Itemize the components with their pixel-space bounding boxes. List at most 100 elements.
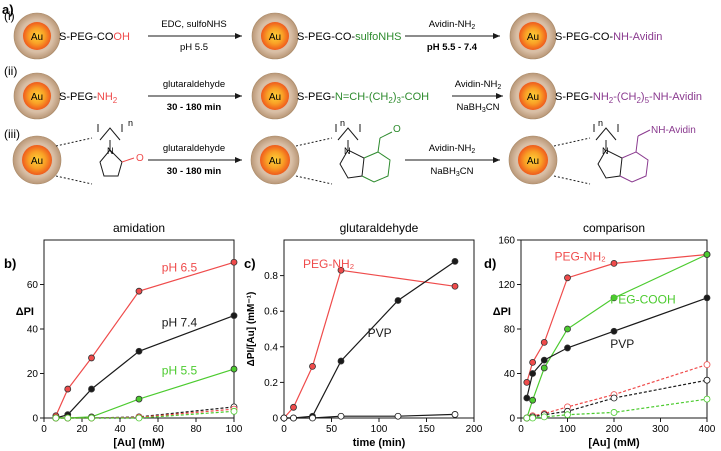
- row-label-ii: (ii): [4, 64, 17, 78]
- y-tick-label: 40: [504, 369, 516, 380]
- condition-step2-i: pH 5.5 - 7.4: [427, 42, 478, 53]
- x-tick-label: 150: [418, 424, 435, 435]
- data-point: [290, 403, 297, 411]
- data-point: [564, 325, 571, 333]
- data-point: [703, 294, 711, 302]
- series-line: [526, 297, 708, 399]
- y-axis-label: ΔPI: [16, 306, 34, 318]
- chart-panel-amidation: b) amidation 0 20 40 60 80 100 0 20 40 60 [Au] (mM) Δ…: [4, 221, 243, 449]
- x-tick-label: 100: [371, 424, 388, 435]
- data-point: [451, 257, 459, 265]
- data-point: [529, 358, 537, 366]
- data-point: [88, 354, 95, 362]
- reagent-step1-ii: glutaraldehyde: [163, 79, 225, 90]
- x-tick-label: 100: [559, 424, 576, 435]
- series-line: [55, 406, 235, 419]
- data-point: [88, 385, 95, 393]
- data-point: [451, 282, 459, 290]
- data-point: [610, 294, 618, 302]
- ligand-end-ii: S-PEG-NH2-(CH2)5-NH-Avidin: [555, 91, 702, 105]
- au-core-label: Au: [269, 92, 281, 103]
- data-point: [230, 407, 238, 415]
- nanoparticle-mid-iii: Au: [250, 135, 300, 185]
- data-point: [610, 259, 618, 267]
- data-point: [309, 414, 316, 422]
- condition-step1-iii: 30 - 180 min: [167, 166, 222, 177]
- panel-label: c): [244, 256, 256, 271]
- y-tick-label: 20: [27, 369, 39, 380]
- y-tick-label: 0.8: [264, 271, 278, 282]
- data-point: [337, 266, 345, 274]
- reagent-step1-i: EDC, sulfoNHS: [161, 19, 226, 30]
- data-point: [529, 396, 537, 404]
- series-line: [526, 379, 708, 419]
- nanoparticle-end-ii: Au: [509, 72, 557, 120]
- x-tick-label: 200: [466, 424, 483, 435]
- data-point: [88, 414, 95, 422]
- series-line: [526, 364, 708, 419]
- indoline-avidin-conjugate: [553, 124, 651, 185]
- data-point: [230, 365, 238, 373]
- reagent-step2-iii: Avidin-NH2: [429, 143, 476, 155]
- chart-title: comparison: [583, 221, 645, 235]
- nanoparticle-start-i: Au: [13, 12, 61, 60]
- au-core-label: Au: [31, 32, 43, 43]
- au-core-label: Au: [31, 92, 43, 103]
- x-tick-label: 400: [699, 424, 716, 435]
- data-point: [64, 385, 72, 393]
- data-point: [540, 356, 548, 364]
- avidin-amine-label: NH-Avidin: [651, 125, 696, 136]
- data-point: [337, 412, 345, 420]
- series-label: PEG-COOH: [610, 292, 675, 306]
- au-core-label: Au: [527, 156, 539, 167]
- data-point: [703, 376, 711, 384]
- y-tick-label: 0.6: [264, 307, 278, 318]
- chart-title: amidation: [113, 221, 165, 235]
- y-tick-label: 0.4: [264, 342, 278, 353]
- y-tick-label: 40: [27, 325, 39, 336]
- data-point: [540, 413, 548, 421]
- data-point: [135, 395, 143, 403]
- panel-label-a: a): [2, 2, 14, 17]
- scheme-row-iii: (iii) Au n N O glutaraldehyde: [4, 118, 696, 185]
- repeat-n-label: n: [598, 118, 603, 128]
- data-point: [394, 297, 402, 304]
- data-point: [280, 414, 288, 422]
- repeat-n-label: n: [128, 118, 133, 128]
- data-point: [230, 258, 238, 266]
- panel-label: d): [484, 256, 496, 271]
- nanoparticle-end-iii: Au: [508, 135, 558, 185]
- scheme-row-ii: (ii) Au S-PEG-NH2 glutaraldehyde 30 - 18…: [4, 64, 702, 120]
- condition-step1-i: pH 5.5: [180, 42, 208, 53]
- data-point: [290, 414, 297, 422]
- series-line: [526, 398, 708, 419]
- row-label-i: (i): [4, 9, 15, 23]
- series-label: pH 7.4: [162, 316, 198, 330]
- pvp-monomer-start: [55, 124, 135, 185]
- data-point: [135, 287, 143, 295]
- chart-panel-comparison: d) comparison 0 100 200 300 400 0 40 80 120 160 [Au]…: [484, 221, 716, 449]
- data-point: [540, 364, 548, 372]
- au-core-label: Au: [31, 156, 43, 167]
- series-line: [526, 253, 708, 383]
- data-point: [529, 370, 537, 377]
- ligand-mid-i: S-PEG-CO-sulfoNHS: [297, 31, 402, 43]
- y-axis-label: ΔPI: [493, 306, 511, 318]
- au-core-label: Au: [527, 32, 539, 43]
- chart-panel-glutaraldehyde: c) glutaraldehyde 0 50 100 150 200 0 0.2 0.4 0.6 0.…: [244, 221, 483, 449]
- data-point: [540, 338, 548, 346]
- data-point: [135, 414, 143, 422]
- reagent-step1-iii: glutaraldehyde: [163, 143, 225, 154]
- series-line: [55, 261, 235, 417]
- nanoparticle-end-i: Au: [509, 12, 557, 60]
- x-tick-label: 100: [226, 424, 243, 435]
- data-point: [703, 361, 711, 369]
- x-tick-label: 80: [190, 424, 202, 435]
- y-tick-label: 60: [27, 280, 39, 291]
- data-point: [610, 327, 618, 335]
- nanoparticle-mid-i: Au: [251, 12, 299, 60]
- data-point: [703, 251, 711, 258]
- ketone-oxygen-label: O: [136, 153, 144, 164]
- reagent-step2-i: Avidin-NH2: [429, 19, 476, 31]
- series-label: pH 6.5: [162, 260, 198, 274]
